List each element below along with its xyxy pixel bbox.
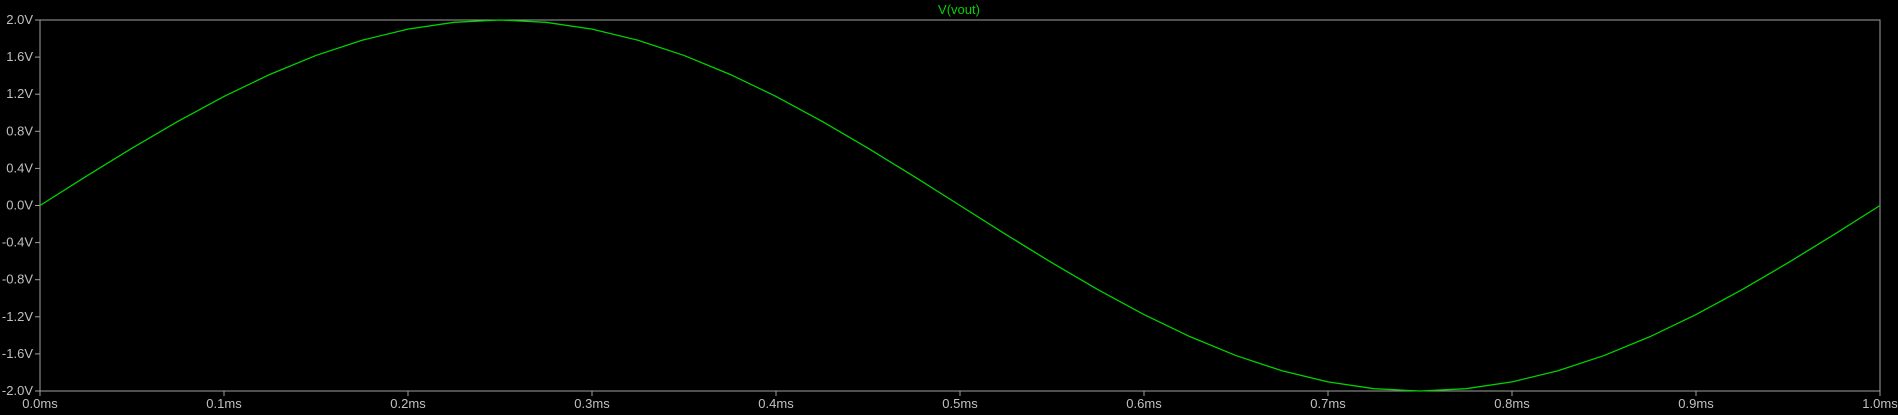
x-tick-label: 0.9ms	[1678, 396, 1714, 411]
x-tick-label: 0.6ms	[1126, 396, 1162, 411]
x-tick-label: 0.8ms	[1494, 396, 1530, 411]
x-tick-label: 0.4ms	[758, 396, 794, 411]
y-tick-label: -1.6V	[2, 346, 33, 361]
trace-layer	[39, 19, 1881, 392]
x-tick-label: 0.0ms	[22, 396, 58, 411]
y-tick-label: 1.2V	[6, 86, 33, 101]
y-tick-label: -0.4V	[2, 235, 33, 250]
x-tick-label: 0.3ms	[574, 396, 610, 411]
x-tick-label: 1.0ms	[1862, 396, 1898, 411]
trace-title[interactable]: V(vout)	[938, 2, 980, 17]
y-tick-label: -0.8V	[2, 272, 33, 287]
x-tick-label: 0.5ms	[942, 396, 978, 411]
y-tick-label: -2.0V	[2, 383, 33, 398]
y-tick-label: 0.4V	[6, 160, 33, 175]
y-tick-label: 2.0V	[6, 12, 33, 27]
y-tick-label: 0.0V	[6, 198, 33, 213]
y-tick-label: 0.8V	[6, 123, 33, 138]
x-tick-label: 0.1ms	[206, 396, 242, 411]
y-tick-label: -1.2V	[2, 309, 33, 324]
x-tick-label: 0.2ms	[390, 396, 426, 411]
series-line-vout	[39, 19, 1881, 392]
axes: 2.0V 1.6V 1.2V 0.8V 0.4V 0.0V -0.4V -0.8V -1.2V -…	[2, 12, 1898, 411]
x-tick-label: 0.7ms	[1310, 396, 1346, 411]
y-tick-label: 1.6V	[6, 49, 33, 64]
